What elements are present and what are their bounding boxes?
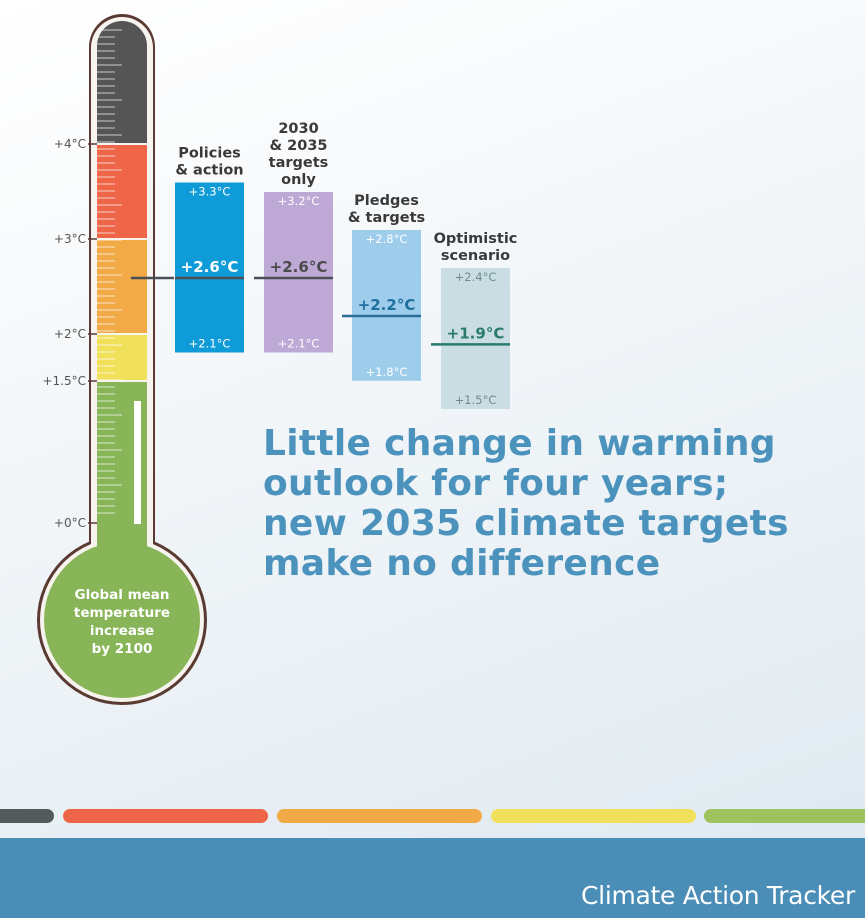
bulb-label-line: Global mean (74, 587, 169, 603)
color-stripe (491, 809, 696, 823)
color-stripe (277, 809, 482, 823)
scenario-bars: +3.3°C +2.1°C +2.6°C Policies& action +3.2°C… (175, 121, 517, 409)
tick-label: +3°C (54, 232, 86, 246)
color-stripe (0, 809, 54, 823)
tick-label: +4°C (54, 137, 86, 151)
high-label: +2.4°C (455, 270, 497, 284)
scenario-title-line: & action (175, 163, 243, 179)
scenario-title-line: targets (269, 155, 329, 171)
headline: Little change in warming outlook for fou… (263, 424, 853, 584)
band-grey (97, 46, 147, 144)
scenario-range-bar (175, 182, 244, 353)
scenario-title-line: & 2035 (269, 138, 327, 154)
scenario-title-line: scenario (441, 248, 510, 264)
low-label: +2.1°C (189, 337, 231, 351)
band-yellow (97, 334, 147, 381)
scenario-range-bar (441, 268, 510, 409)
thermometer: +4°C +3°C +2°C +1.5°C +0°C Global mean tempera… (37, 14, 207, 705)
scenario-title-line: Policies (178, 146, 241, 162)
high-label: +3.2°C (278, 194, 320, 208)
median-label: +2.6°C (181, 258, 239, 276)
scenario-title-line: Optimistic (434, 231, 518, 247)
bulb-label-line: increase (90, 623, 154, 639)
low-label: +1.5°C (455, 393, 497, 407)
tick-label: +0°C (54, 516, 86, 530)
headline-line-1: Little change in warming (263, 423, 776, 464)
high-label: +3.3°C (189, 185, 231, 199)
color-stripe (63, 809, 268, 823)
bulb-fill (44, 542, 200, 698)
tick-label: +2°C (54, 327, 86, 341)
bulb-label-line: by 2100 (92, 641, 153, 657)
low-label: +1.8°C (366, 365, 408, 379)
scenario-range-bar (264, 192, 333, 353)
scenario-title-line: Pledges (354, 193, 419, 209)
band-orange (97, 239, 147, 334)
footer-bar: Climate Action Tracker (0, 838, 865, 918)
scenario-range-bar (352, 230, 421, 381)
median-label: +2.6°C (270, 258, 328, 276)
scenario-title-line: only (281, 172, 316, 188)
scenario-title-line: 2030 (278, 121, 318, 137)
headline-line-3: new 2035 climate targets (263, 503, 789, 544)
high-label: +2.8°C (366, 232, 408, 246)
color-stripe (704, 809, 865, 823)
scenario-3: +2.8°C +1.8°C +2.2°C Pledges& targets (342, 193, 425, 381)
brand-name: Climate Action Tracker (581, 881, 855, 910)
mercury-column (134, 401, 141, 524)
scenario-1: +3.3°C +2.1°C +2.6°C Policies& action (175, 146, 244, 353)
headline-line-4: make no difference (263, 543, 661, 584)
low-label: +2.1°C (278, 337, 320, 351)
headline-line-2: outlook for four years; (263, 463, 729, 504)
tick-label: +1.5°C (42, 374, 86, 388)
bulb-label-line: temperature (74, 605, 170, 621)
median-label: +1.9°C (447, 324, 505, 342)
median-label: +2.2°C (358, 296, 416, 314)
scenario-title-line: & targets (348, 210, 425, 226)
